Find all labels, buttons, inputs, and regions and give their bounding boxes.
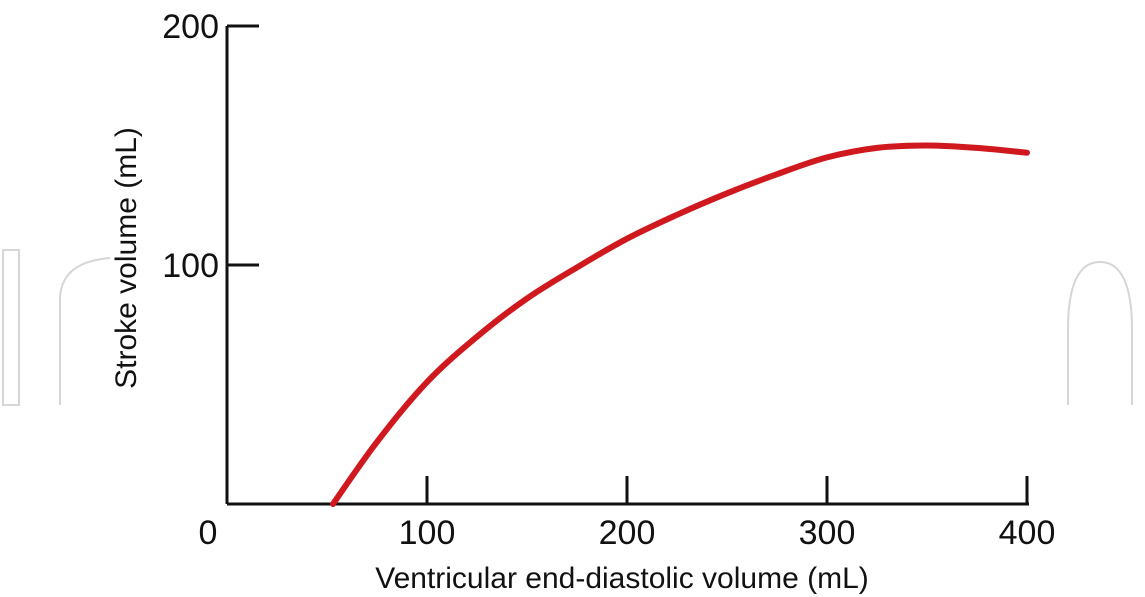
x-ticks: 100 200 300 400 [399,476,1056,552]
stroke-volume-curve [330,142,1030,507]
y-axis-title: Stroke volume (mL) [110,127,143,389]
origin-label: 0 [199,514,218,552]
x-tick-label-100: 100 [399,514,456,552]
x-axis-title: Ventricular end-diastolic volume (mL) [375,562,869,595]
y-tick-label-200: 200 [162,8,219,46]
x-tick-label-400: 400 [999,514,1056,552]
watermark [2,249,1133,406]
y-ticks: 100 200 [162,8,259,285]
x-tick-label-200: 200 [599,514,656,552]
x-tick-label-300: 300 [799,514,856,552]
y-tick-label-100: 100 [162,247,219,285]
